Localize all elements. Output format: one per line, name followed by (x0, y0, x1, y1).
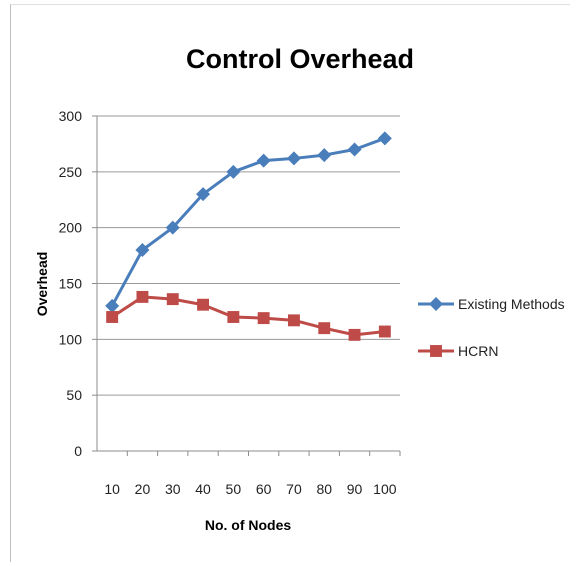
y-tick-label: 300 (59, 108, 83, 124)
data-point-square (106, 311, 119, 323)
y-tick-label: 100 (59, 331, 83, 347)
data-point-diamond (135, 243, 150, 257)
data-point-diamond (286, 151, 301, 166)
x-tick-label: 80 (316, 481, 332, 497)
series-line (111, 295, 386, 337)
data-point-square (288, 314, 300, 327)
x-tick-label: 40 (195, 481, 211, 497)
x-tick-label: 10 (104, 481, 120, 497)
data-point-diamond (105, 298, 120, 313)
y-tick-label: 50 (66, 387, 82, 403)
data-point-square (227, 311, 240, 323)
y-tick-label: 250 (59, 164, 83, 180)
x-axis-label: No. of Nodes (205, 517, 292, 533)
data-point-square (136, 290, 149, 303)
y-tick-label: 0 (74, 443, 82, 459)
x-tick-labels: 10 20 30 40 50 60 70 80 90 100 (104, 481, 396, 497)
chart-frame (10, 4, 570, 562)
data-point-square (378, 325, 391, 338)
y-tick-label: 150 (59, 276, 83, 292)
data-point-square (166, 293, 179, 306)
data-point-diamond (165, 220, 180, 235)
y-tick-labels: 0 50 100 150 200 250 300 (59, 108, 83, 459)
y-tick-label: 200 (59, 220, 83, 236)
chart-title: Control Overhead (186, 44, 414, 74)
x-tick-label: 70 (286, 481, 302, 497)
x-tick-label: 30 (165, 481, 181, 497)
data-point-square (197, 298, 209, 311)
data-point-square (348, 328, 361, 341)
data-point-diamond (196, 187, 211, 202)
data-point-diamond (226, 164, 241, 179)
x-tick-label: 60 (256, 481, 272, 497)
data-point-square (257, 312, 270, 325)
x-tick-label: 20 (135, 481, 151, 497)
data-point-diamond (429, 297, 443, 311)
series-lines (105, 131, 392, 341)
legend-label: HCRN (458, 343, 498, 359)
x-tick-label: 100 (373, 481, 397, 497)
data-point-square (430, 345, 442, 357)
data-point-diamond (347, 142, 362, 157)
data-point-diamond (317, 148, 332, 163)
data-point-diamond (377, 131, 392, 146)
y-axis-label: Overhead (34, 252, 50, 317)
x-tick-label: 50 (226, 481, 242, 497)
series-0 (105, 131, 392, 313)
data-point-diamond (256, 153, 271, 168)
legend: Existing Methods HCRN (418, 296, 565, 359)
data-point-square (318, 322, 331, 335)
x-tick-label: 90 (347, 481, 363, 497)
legend-item: Existing Methods (418, 296, 565, 312)
legend-label: Existing Methods (458, 296, 565, 312)
series-1 (106, 290, 391, 341)
legend-item: HCRN (418, 343, 498, 359)
series-line (110, 136, 386, 307)
